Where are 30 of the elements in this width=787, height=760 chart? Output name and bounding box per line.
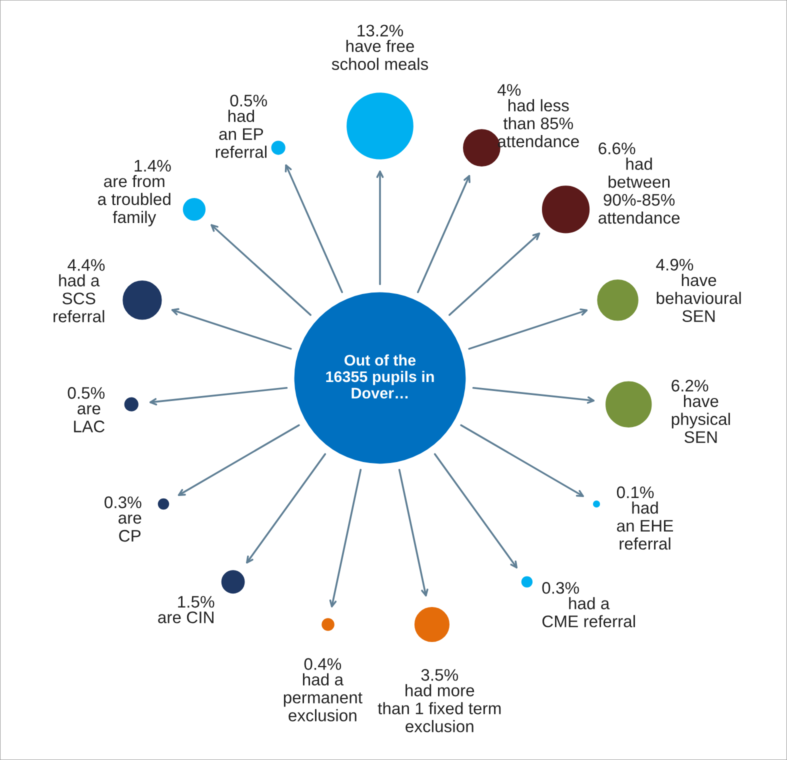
data-label: 13.2% xyxy=(358,24,404,37)
data-label: 0.3% xyxy=(542,582,579,594)
category-label: had an EHE referral xyxy=(617,502,674,550)
data-label: 0.4% xyxy=(304,658,342,670)
data-label: 6.2% xyxy=(672,380,708,392)
category-label: have physical SEN xyxy=(672,394,730,444)
data-label: 0.3% xyxy=(104,496,142,508)
category-label: have free school meals xyxy=(332,40,428,70)
data-label: 0.1% xyxy=(616,486,654,498)
category-label: had between 90%-85% attendance xyxy=(598,158,680,224)
category-label: had more than 1 fixed term exclusion xyxy=(378,684,501,732)
data-label: 1.5% xyxy=(178,596,214,608)
data-label: 4.9% xyxy=(656,258,694,271)
category-label: are CP xyxy=(118,514,142,542)
text: Out of the 16355 pupils in Dover… xyxy=(326,354,434,399)
data-label: 4% xyxy=(498,84,521,96)
category-label: had a CME referral xyxy=(542,597,635,628)
category-label: are from a troubled family xyxy=(98,174,170,226)
category-label: had a SCS referral xyxy=(54,274,104,322)
category-label: are CIN xyxy=(158,611,214,624)
category-label: have behavioural SEN xyxy=(656,274,741,322)
data-label: 6.6% xyxy=(598,142,636,154)
category-label: are LAC xyxy=(74,405,105,432)
data-label: 3.5% xyxy=(421,669,458,681)
category-label: had a permanent exclusion xyxy=(284,673,362,722)
data-label: 0.5% xyxy=(230,94,267,106)
data-label: 1.4% xyxy=(134,160,171,172)
category-label: had an EP referral xyxy=(216,110,266,158)
data-label: 4.4% xyxy=(68,259,105,271)
data-label: 0.5% xyxy=(68,387,105,399)
